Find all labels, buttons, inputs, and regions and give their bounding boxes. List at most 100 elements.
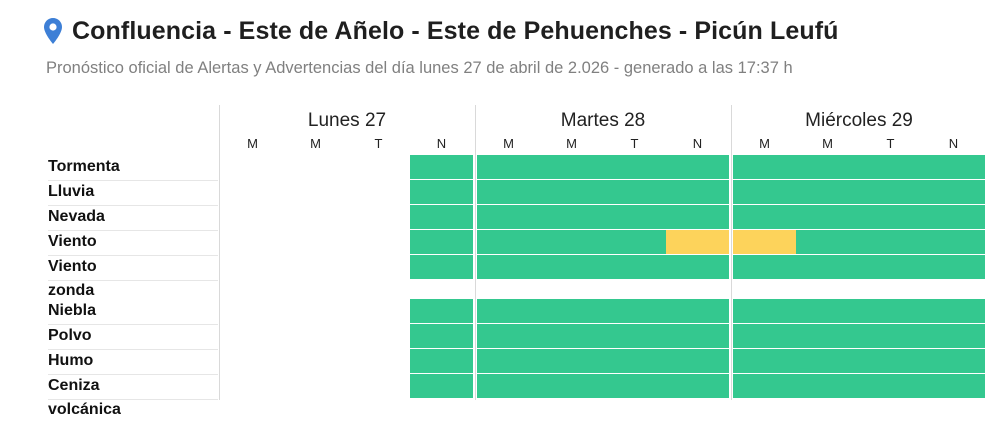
alert-cell[interactable] [733,230,796,254]
alert-cell[interactable] [347,255,410,279]
alert-cell[interactable] [922,349,985,373]
alert-cell[interactable] [666,155,729,179]
alert-cell[interactable] [796,349,859,373]
alert-cell[interactable] [221,205,284,229]
alert-cell[interactable] [347,180,410,204]
alert-cell[interactable] [733,205,796,229]
alert-cell[interactable] [221,155,284,179]
alert-cell[interactable] [603,374,666,398]
alert-cell[interactable] [666,349,729,373]
alert-cell[interactable] [733,374,796,398]
alert-cell[interactable] [603,349,666,373]
alert-cell[interactable] [603,230,666,254]
alert-cell[interactable] [603,155,666,179]
alert-cell[interactable] [666,180,729,204]
alert-cell[interactable] [347,205,410,229]
alert-cell[interactable] [221,255,284,279]
alert-cell[interactable] [796,324,859,348]
alert-cell[interactable] [922,324,985,348]
alert-cell[interactable] [540,230,603,254]
alert-cell[interactable] [733,255,796,279]
alert-cell[interactable] [666,230,729,254]
alert-cell[interactable] [922,205,985,229]
alert-cell[interactable] [221,180,284,204]
alert-cell[interactable] [540,180,603,204]
alert-cell[interactable] [477,255,540,279]
alert-cell[interactable] [859,230,922,254]
alert-cell[interactable] [603,299,666,323]
alert-cell[interactable] [796,299,859,323]
alert-cell[interactable] [284,374,347,398]
alert-cell[interactable] [540,155,603,179]
alert-cell[interactable] [796,155,859,179]
alert-cell[interactable] [410,205,473,229]
alert-cell[interactable] [859,299,922,323]
alert-cell[interactable] [284,299,347,323]
alert-cell[interactable] [410,349,473,373]
alert-cell[interactable] [922,255,985,279]
alert-cell[interactable] [922,230,985,254]
alert-cell[interactable] [410,230,473,254]
alert-cell[interactable] [540,205,603,229]
alert-cell[interactable] [859,155,922,179]
alert-cell[interactable] [410,155,473,179]
alert-cell[interactable] [284,255,347,279]
alert-cell[interactable] [410,324,473,348]
alert-cell[interactable] [410,299,473,323]
alert-cell[interactable] [859,349,922,373]
alert-cell[interactable] [410,180,473,204]
alert-cell[interactable] [410,374,473,398]
alert-cell[interactable] [284,155,347,179]
alert-cell[interactable] [733,324,796,348]
alert-cell[interactable] [284,324,347,348]
alert-cell[interactable] [477,324,540,348]
alert-cell[interactable] [221,324,284,348]
alert-cell[interactable] [347,299,410,323]
alert-cell[interactable] [477,374,540,398]
alert-cell[interactable] [603,180,666,204]
alert-cell[interactable] [922,299,985,323]
alert-cell[interactable] [347,155,410,179]
alert-cell[interactable] [347,349,410,373]
alert-cell[interactable] [859,324,922,348]
alert-cell[interactable] [796,180,859,204]
alert-cell[interactable] [221,374,284,398]
alert-cell[interactable] [733,299,796,323]
alert-cell[interactable] [477,180,540,204]
alert-cell[interactable] [603,324,666,348]
alert-cell[interactable] [540,349,603,373]
alert-cell[interactable] [796,255,859,279]
alert-cell[interactable] [540,324,603,348]
alert-cell[interactable] [666,324,729,348]
alert-cell[interactable] [603,255,666,279]
alert-cell[interactable] [796,230,859,254]
alert-cell[interactable] [922,374,985,398]
alert-cell[interactable] [284,205,347,229]
alert-cell[interactable] [859,205,922,229]
alert-cell[interactable] [284,180,347,204]
alert-cell[interactable] [477,205,540,229]
alert-cell[interactable] [666,299,729,323]
alert-cell[interactable] [859,180,922,204]
alert-cell[interactable] [540,255,603,279]
alert-cell[interactable] [922,180,985,204]
alert-cell[interactable] [347,374,410,398]
alert-cell[interactable] [477,299,540,323]
alert-cell[interactable] [477,155,540,179]
alert-cell[interactable] [666,255,729,279]
alert-cell[interactable] [221,230,284,254]
alert-cell[interactable] [221,349,284,373]
alert-cell[interactable] [540,299,603,323]
alert-cell[interactable] [477,349,540,373]
alert-cell[interactable] [666,205,729,229]
alert-cell[interactable] [796,374,859,398]
alert-cell[interactable] [733,155,796,179]
alert-cell[interactable] [666,374,729,398]
alert-cell[interactable] [284,230,347,254]
alert-cell[interactable] [221,299,284,323]
alert-cell[interactable] [922,155,985,179]
alert-cell[interactable] [733,349,796,373]
alert-cell[interactable] [859,255,922,279]
alert-cell[interactable] [347,230,410,254]
alert-cell[interactable] [796,205,859,229]
